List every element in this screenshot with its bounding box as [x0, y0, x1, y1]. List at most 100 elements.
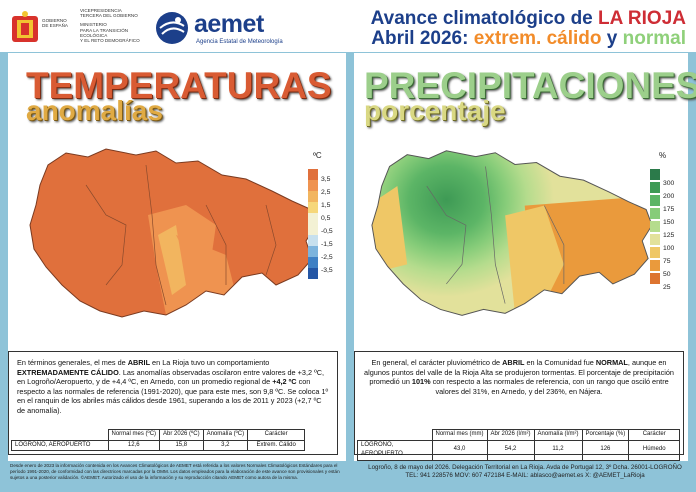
table-header: Normal mes (ºC) [107, 429, 161, 441]
table-cell: 43,0 [431, 439, 488, 461]
table-cell: 126 [581, 439, 630, 461]
legend-swatch [308, 235, 318, 246]
legend-swatch [308, 246, 318, 257]
text-run: , aunque en algunos puntos del valle de … [364, 358, 674, 386]
precipitation-station-table: Normal mes (mm) Abr 2026 (l/m²) Anomalía… [357, 429, 681, 461]
contact-details[interactable]: TEL: 941 228576 MOV: 607 472184 E-MAIL: … [405, 472, 645, 479]
precipitation-percentage-map [371, 150, 653, 316]
legend-swatch [308, 191, 318, 202]
legend-label: -0,5 [321, 228, 333, 235]
title-connector: y [601, 28, 623, 49]
legend-label: 200 [663, 193, 675, 200]
gov-line: PARA LA TRANSICIÓN ECOLÓGICA [80, 27, 129, 38]
legend-swatch [650, 260, 660, 271]
title-precip-character: normal [622, 28, 686, 49]
table-cell: LOGROÑO, AEROPUERTO [11, 439, 109, 451]
gov-left-line: GOBIERNO [42, 18, 67, 23]
table-header-row: Normal mes (ºC) Abr 2026 (ºC) Anomalía (… [12, 429, 306, 441]
legend-swatch [650, 195, 660, 206]
table-corner [358, 430, 433, 441]
government-logo: GOBIERNO DE ESPAÑA VICEPRESIDENCIA TERCE… [8, 8, 148, 48]
temperature-title: TEMPERATURAS [26, 65, 332, 106]
percentage-subtitle: porcentaje [364, 95, 506, 126]
table-cell: Extrem. Cálido [247, 439, 306, 451]
text-bold: NORMAL [595, 358, 628, 367]
legend-swatch [650, 247, 660, 258]
legend-label: 3,5 [321, 176, 331, 183]
table-header: Normal mes (mm) [431, 429, 488, 441]
temperature-station-table: Normal mes (ºC) Abr 2026 (ºC) Anomalía (… [11, 429, 306, 451]
precipitation-summary-text: En general, el carácter pluviométrico de… [363, 358, 675, 396]
legend-swatch [308, 169, 318, 180]
gov-left-line: DE ESPAÑA [42, 23, 68, 29]
precipitation-panel: PRECIPITACIONES porcentaje % [354, 53, 696, 461]
table-cell: LOGROÑO, AEROPUERTO [357, 439, 433, 461]
table-header: Abr 2026 (l/m²) [486, 429, 535, 441]
text-run: en La Rioja tuvo un comportamiento [150, 358, 270, 367]
text-bold: ABRIL [127, 358, 151, 367]
gov-line: MINISTERIO [80, 22, 107, 28]
legend-label: 175 [663, 206, 675, 213]
contact-footer: Logroño, 8 de mayo del 2026. Delegación … [360, 464, 690, 480]
legend-swatch [308, 202, 318, 213]
text-bold: +4,2 ºC [272, 377, 297, 386]
aemet-subtitle: Agencia Estatal de Meteorología [196, 39, 283, 45]
text-bold: ABRIL [502, 358, 525, 367]
text-run: En general, el carácter pluviométrico de [371, 358, 503, 367]
gov-line: Y EL RETO DEMOGRÁFICO [80, 38, 140, 44]
legend-label: 0,5 [321, 215, 331, 222]
table-header: Carácter [247, 429, 306, 441]
table-row: LOGROÑO, AEROPUERTO 12,6 15,8 3,2 Extrem… [11, 439, 306, 451]
title-region: LA RIOJA [598, 8, 686, 29]
legend-swatch [650, 273, 660, 284]
text-run: con respecto a las normales de referenci… [17, 377, 329, 415]
title-text: Avance climatológico de [370, 8, 599, 29]
contact-address: Logroño, 8 de mayo del 2026. Delegación … [368, 464, 682, 471]
table-row: LOGROÑO, AEROPUERTO 43,0 54,2 11,2 126 H… [357, 439, 681, 461]
temperature-anomaly-map [29, 148, 317, 318]
header-bar: GOBIERNO DE ESPAÑA VICEPRESIDENCIA TERCE… [0, 0, 696, 52]
legend-label: 75 [663, 258, 671, 265]
legend-label: -3,5 [321, 267, 333, 274]
report-title-line1: Avance climatológico de LA RIOJA [368, 8, 686, 30]
temperature-summary-text: En términos generales, el mes de ABRIL e… [17, 358, 329, 415]
legend-swatch [308, 180, 318, 191]
legend-label: 2,5 [321, 189, 331, 196]
text-bold: EXTREMADAMENTE CÁLIDO [17, 367, 119, 377]
table-cell: Húmedo [628, 439, 681, 461]
table-cell: 54,2 [486, 439, 535, 461]
precipitation-summary-box: En general, el carácter pluviométrico de… [354, 351, 684, 461]
precipitation-legend-unit: % [659, 151, 667, 160]
legend-label: 300 [663, 180, 675, 187]
gov-line: TERCERA DEL GOBIERNO [80, 13, 138, 19]
table-cell: 11,2 [533, 439, 583, 461]
precipitation-title: PRECIPITACIONES [364, 65, 696, 106]
gov-line: VICEPRESIDENCIA [80, 8, 122, 13]
temperature-panel: TEMPERATURAS anomalías ºC 3,5 2,5 1,5 0 [8, 53, 346, 461]
text-run: En términos generales, el mes de [17, 358, 128, 367]
table-cell: 12,6 [107, 439, 161, 451]
text-bold: 101% [411, 377, 431, 386]
legend-label: 125 [663, 232, 675, 239]
report-title-line2: Abril 2026: extrem. cálido y normal [368, 28, 686, 50]
legend-label: 100 [663, 245, 675, 252]
table-header-row: Normal mes (mm) Abr 2026 (l/m²) Anomalía… [358, 429, 681, 441]
gov-right-text: VICEPRESIDENCIA TERCERA DEL GOBIERNO MIN… [80, 8, 148, 43]
anomaly-subtitle: anomalías [26, 95, 163, 126]
aemet-globe-icon [156, 12, 188, 44]
table-header: Abr 2026 (ºC) [159, 429, 204, 441]
table-header: Anomalía (ºC) [202, 429, 249, 441]
spain-coat-of-arms-icon [12, 11, 38, 42]
legend-swatch [308, 257, 318, 268]
title-month: Abril 2026: [371, 28, 474, 49]
table-header: Carácter [628, 429, 681, 441]
table-cell: 15,8 [159, 439, 204, 451]
text-run: en la Comunidad fue [524, 358, 596, 367]
methodology-note: Desde enero de 2023 la información conte… [10, 463, 340, 480]
legend-swatch [650, 169, 660, 180]
legend-swatch [650, 182, 660, 193]
legend-label: -1,5 [321, 241, 333, 248]
title-temp-character: extrem. cálido [473, 28, 602, 49]
legend-label: 1,5 [321, 202, 331, 209]
legend-swatch [308, 213, 318, 224]
